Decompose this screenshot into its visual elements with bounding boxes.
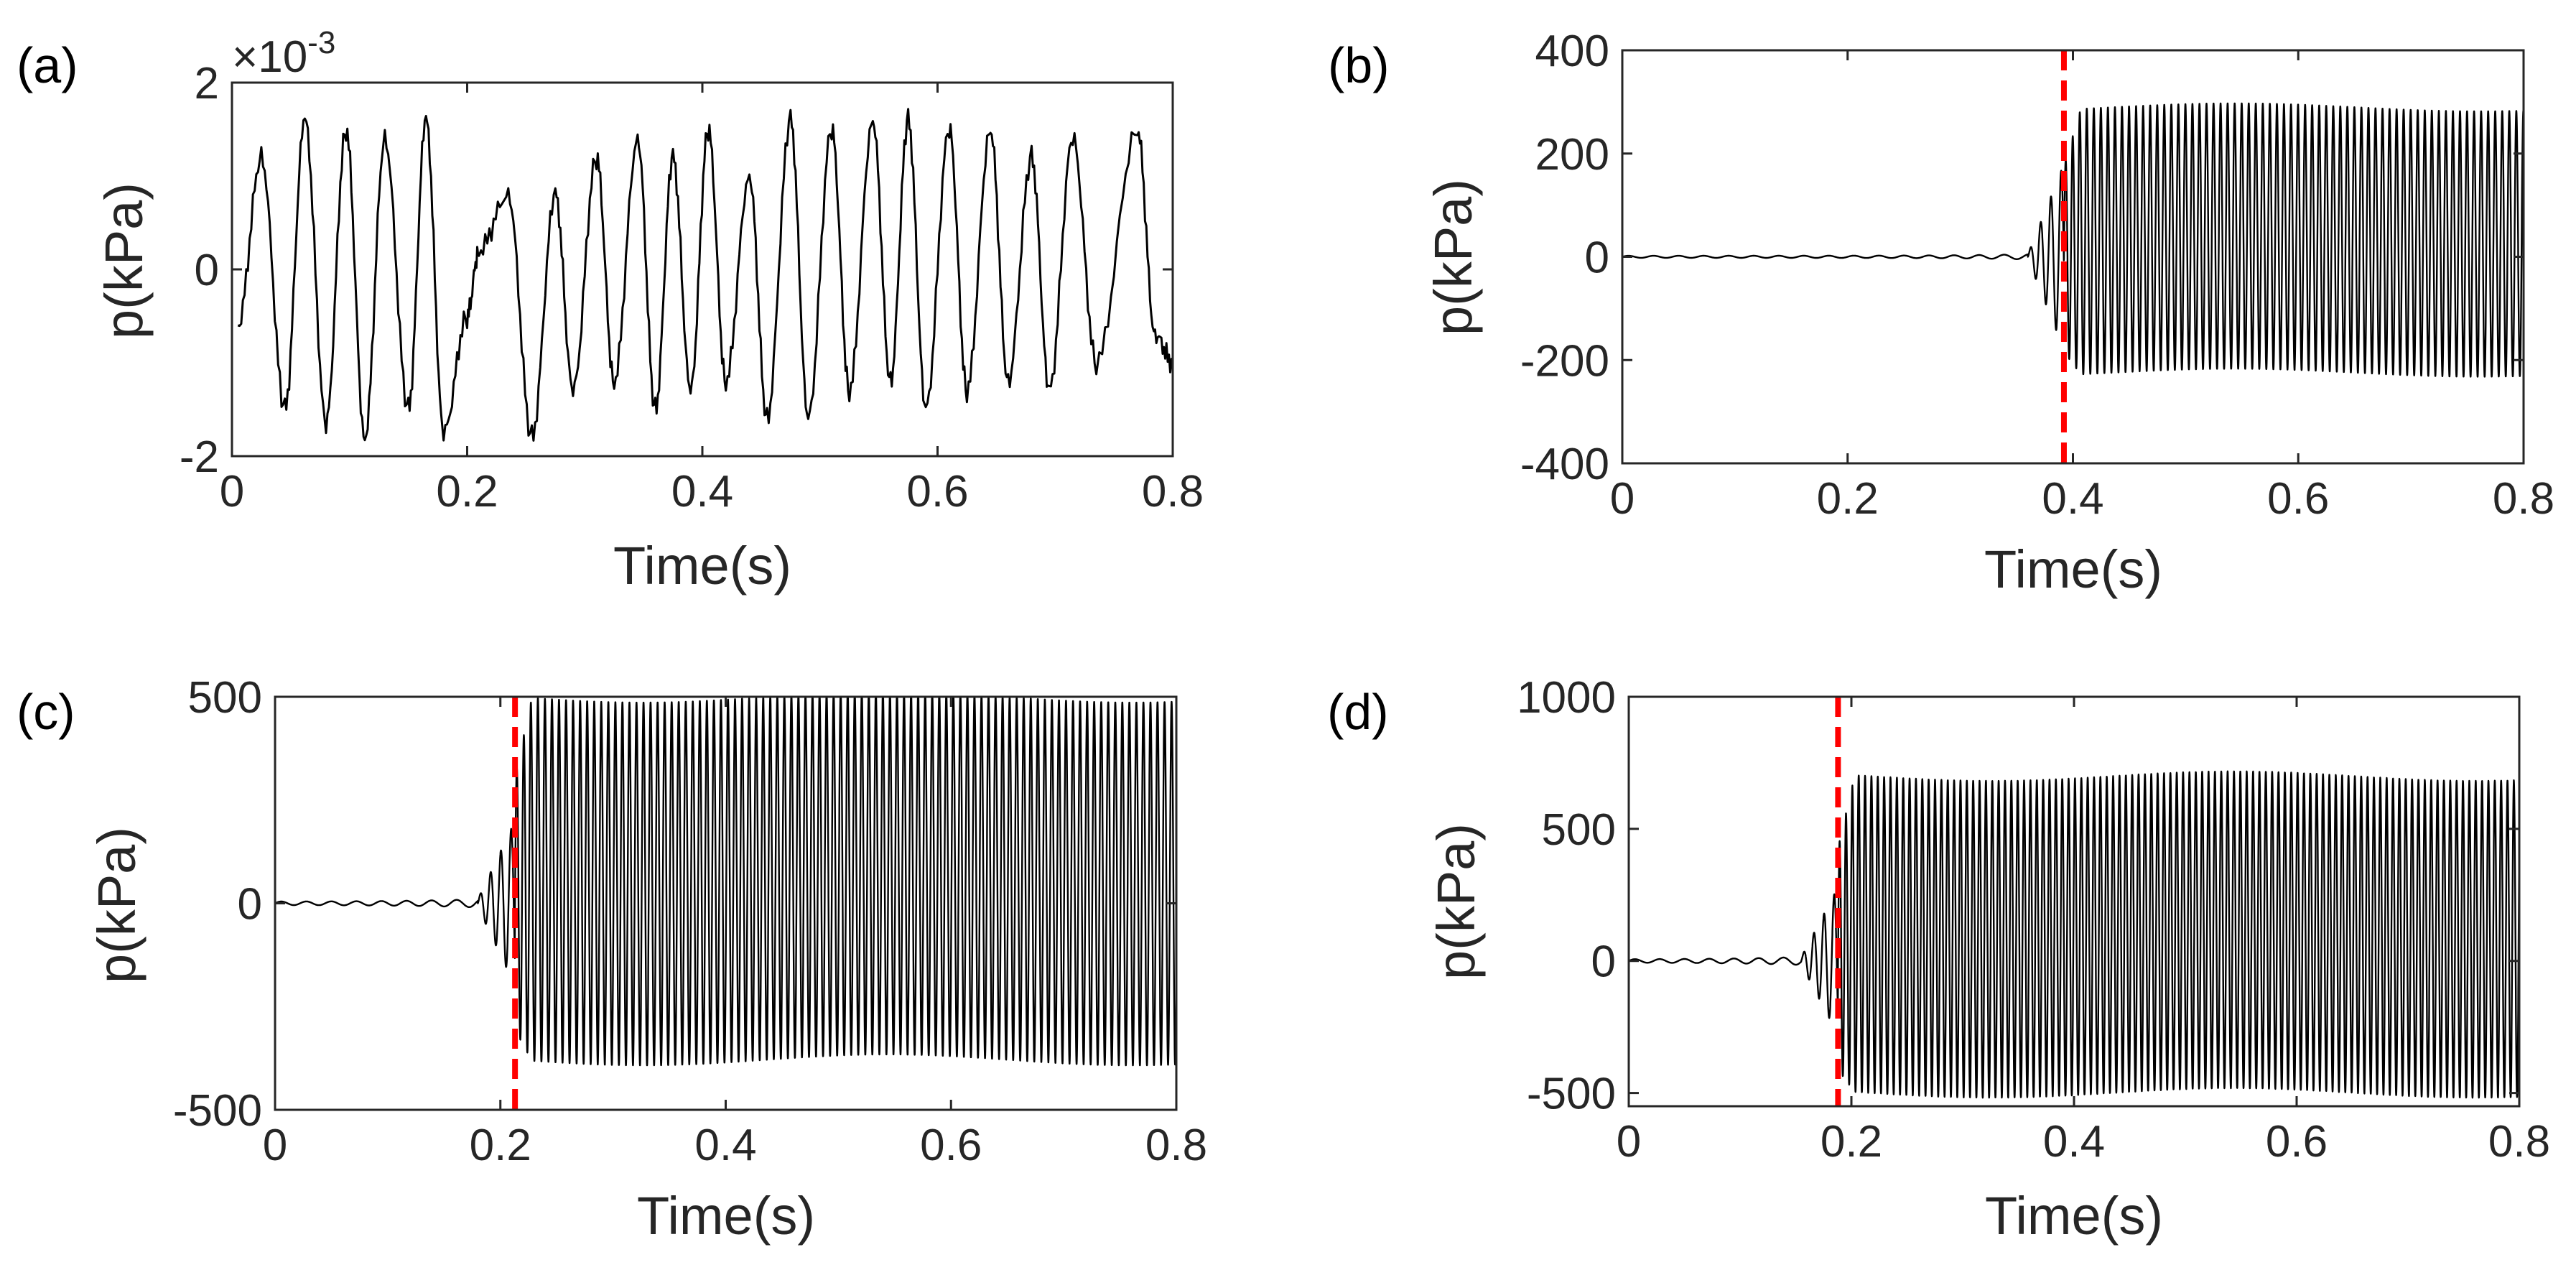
y-tick-label: 0 <box>195 246 219 295</box>
y-tick-label: 0 <box>1591 937 1616 987</box>
x-tick-label: 0 <box>1617 1117 1641 1167</box>
y-tick-label: -400 <box>1520 440 1609 489</box>
y-exponent-label: ×10-3 <box>232 25 335 82</box>
x-tick-label: 0 <box>1610 474 1635 524</box>
y-axis-label: p(kPa) <box>1426 823 1486 980</box>
series-line <box>1622 102 2524 378</box>
x-tick-label: 0.8 <box>2493 474 2554 524</box>
panel-label: (d) <box>1327 684 1389 740</box>
panel-label: (b) <box>1328 37 1390 93</box>
y-tick-label: 0 <box>1585 233 1609 283</box>
y-exponent: -3 <box>307 25 335 60</box>
y-tick-label: -2 <box>180 432 219 482</box>
y-tick-label: -500 <box>173 1086 262 1136</box>
panel-label: (c) <box>17 684 75 740</box>
x-tick-label: 0.2 <box>1821 1117 1882 1167</box>
y-tick-label: 2 <box>195 59 219 108</box>
y-tick-label: 200 <box>1535 130 1609 180</box>
y-exponent-base: ×10 <box>232 32 307 82</box>
x-tick-label: 0.8 <box>2488 1117 2550 1167</box>
panel-b: (b) 0 0.2 0.4 0.6 0.8 -400 -200 0 200 400 Time(s)… <box>1328 27 2554 599</box>
y-axis-label: p(kPa) <box>94 182 154 339</box>
x-tick-label: 0.4 <box>694 1121 756 1170</box>
y-axis-label: p(kPa) <box>87 827 147 983</box>
x-tick-label: 0.6 <box>920 1121 982 1170</box>
x-tick-label: 0.4 <box>671 467 733 516</box>
x-tick-label: 0.6 <box>2266 1117 2328 1167</box>
x-tick-label: 0.6 <box>2267 474 2329 524</box>
series-line <box>275 697 1176 1067</box>
axes: 0 0.2 0.4 0.6 0.8 -400 -200 0 200 400 <box>1520 27 2554 524</box>
y-tick-label: 500 <box>1542 805 1616 855</box>
y-tick-label: -500 <box>1527 1070 1616 1119</box>
x-axis-label: Time(s) <box>637 1186 815 1246</box>
x-tick-label: 0.2 <box>470 1121 531 1170</box>
x-tick-label: 0.4 <box>2042 474 2103 524</box>
x-tick-label: 0.8 <box>1145 1121 1207 1170</box>
x-tick-label: 0 <box>263 1121 287 1170</box>
panel-a: (a) ×10-3 0 0.2 0.4 0.6 0.8-202 Time(s) p(kP… <box>17 25 1204 595</box>
y-tick-label: 0 <box>238 880 262 930</box>
x-tick-label: 0.8 <box>1142 467 1204 516</box>
y-tick-label: 400 <box>1535 27 1609 76</box>
x-tick-label: 0 <box>220 467 244 516</box>
y-tick-label: 1000 <box>1517 673 1616 723</box>
series-line <box>1629 770 2519 1099</box>
x-tick-label: 0.2 <box>1817 474 1879 524</box>
y-tick-label: -200 <box>1520 336 1609 386</box>
axes-box <box>231 81 1174 458</box>
y-tick-label: 500 <box>188 673 262 723</box>
axes: 0 0.2 0.4 0.6 0.8-202 <box>180 59 1204 516</box>
y-axis-label: p(kPa) <box>1423 179 1483 335</box>
series-line <box>237 108 1173 442</box>
x-axis-label: Time(s) <box>1985 1186 2163 1246</box>
x-tick-label: 0.6 <box>906 467 968 516</box>
x-axis-label: Time(s) <box>613 536 791 595</box>
x-tick-label: 0.2 <box>436 467 498 516</box>
x-tick-label: 0.4 <box>2043 1117 2105 1167</box>
panel-label: (a) <box>17 37 78 93</box>
x-axis-label: Time(s) <box>1984 539 2162 599</box>
